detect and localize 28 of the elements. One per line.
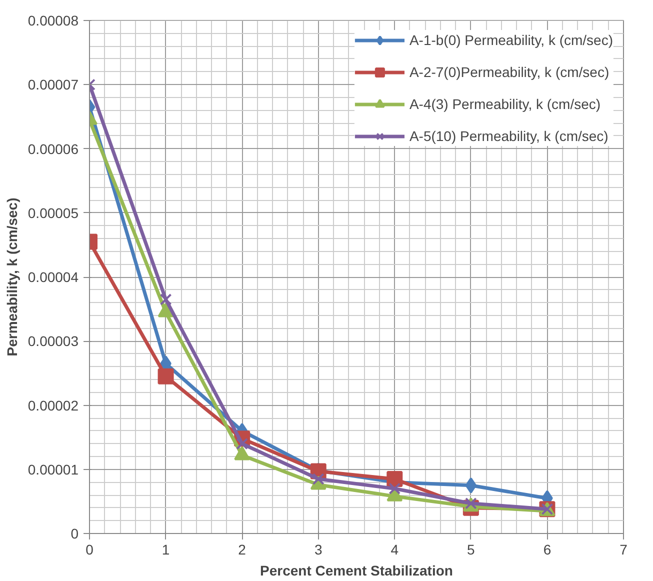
y-tick-label: 0.00001 bbox=[28, 461, 79, 478]
x-tick-label: 0 bbox=[86, 542, 94, 558]
y-tick-label: 0.00005 bbox=[28, 204, 79, 221]
point bbox=[388, 482, 401, 495]
point bbox=[160, 293, 172, 306]
x-tick-label: 6 bbox=[543, 542, 552, 558]
x-axis-title: Percent Cement Stabilization bbox=[260, 562, 453, 578]
y-tick-label: 0.00007 bbox=[28, 76, 79, 93]
x-tick-label: 4 bbox=[390, 542, 399, 558]
y-tick-label: 0.00006 bbox=[28, 140, 79, 157]
legend-label: A-4(3) Permeability, k (cm/sec) bbox=[409, 96, 601, 112]
point bbox=[386, 470, 403, 487]
y-tick-label: 0.00008 bbox=[28, 12, 79, 28]
y-tick-label: 0.00004 bbox=[28, 269, 79, 285]
x-tick-label: 7 bbox=[620, 542, 628, 558]
legend-label: A-5(10) Permeability, k (cm/sec) bbox=[409, 128, 608, 144]
y-tick-label: 0 bbox=[70, 526, 79, 542]
legend-label: A-2-7(0)Permeability, k (cm/sec) bbox=[409, 64, 610, 80]
x-tick-label: 2 bbox=[238, 542, 246, 558]
point bbox=[158, 368, 174, 384]
legend-label: A-1-b(0) Permeability, k (cm/sec) bbox=[409, 32, 613, 48]
point bbox=[465, 477, 477, 494]
x-tick-label: 5 bbox=[467, 542, 476, 558]
x-tick-label: 1 bbox=[162, 542, 170, 558]
x-tick-label: 3 bbox=[314, 542, 322, 558]
y-axis-title: Permeability, k (cm/sec) bbox=[4, 198, 20, 356]
y-tick-label: 0.00002 bbox=[28, 397, 79, 414]
y-tick-label: 0.00003 bbox=[28, 333, 79, 350]
